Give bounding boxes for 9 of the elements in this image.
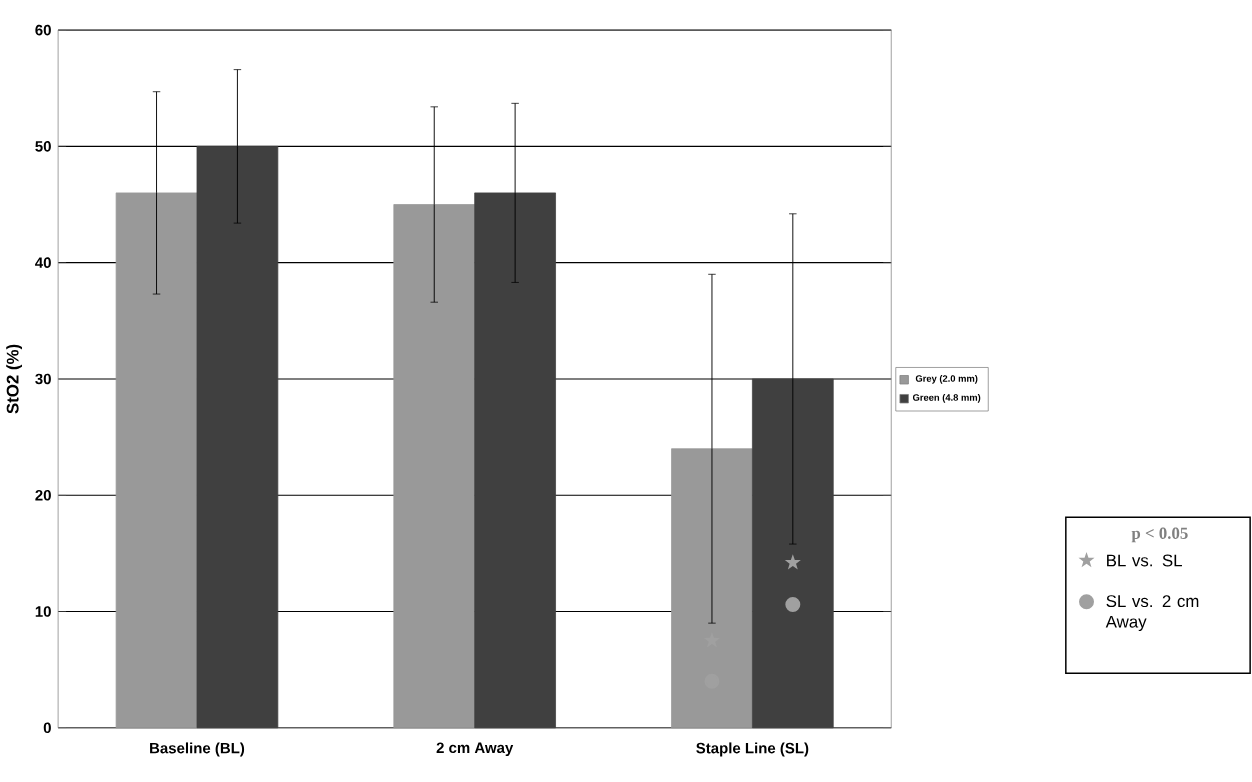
y-axis-title: StO2 (%) (6, 344, 22, 414)
bar (196, 145, 279, 729)
bar (115, 192, 198, 729)
legend-label: SL vs. 2 cm Away (1105, 594, 1199, 631)
bar (474, 192, 556, 729)
legend-label: BL vs. SL (1107, 554, 1182, 567)
legend-title: p < 0.05 (1131, 527, 1188, 543)
bar (393, 203, 476, 729)
bar (752, 378, 834, 729)
